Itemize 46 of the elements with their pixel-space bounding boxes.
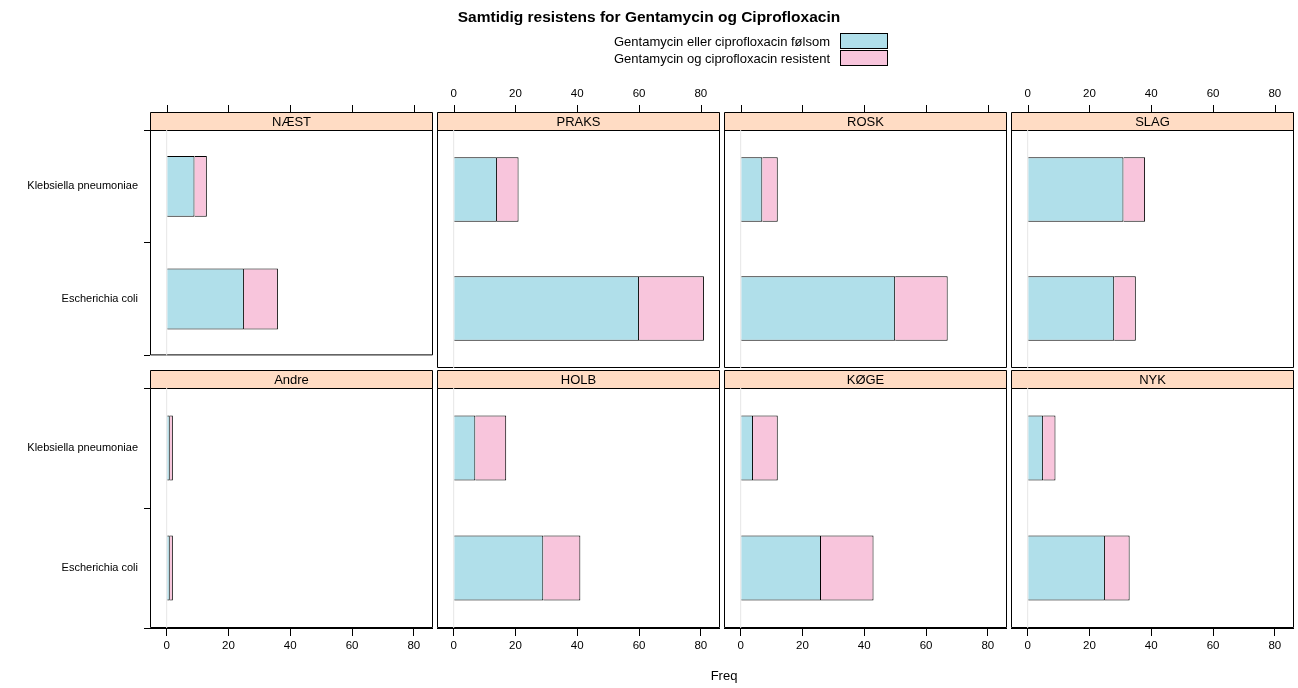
x-tick-label: 20 <box>509 639 522 652</box>
legend-label: Gentamycin og ciprofloxacin resistent <box>613 50 830 68</box>
y-tick-label: Klebsiella pneumoniae <box>27 179 138 192</box>
x-tick-label: 0 <box>450 639 457 652</box>
x2-tick-label: 0 <box>1024 87 1031 100</box>
legend-label: Gentamycin eller ciprofloxacin følsom <box>613 33 830 51</box>
x-tick-label: 40 <box>1144 639 1158 652</box>
y-tick-label: Klebsiella pneumoniae <box>27 441 138 454</box>
x2-tick-label: 60 <box>1206 87 1220 100</box>
x2-tick-label: 20 <box>509 87 522 100</box>
x2-tick-label: 20 <box>1083 87 1096 100</box>
x-tick-label: 80 <box>1268 639 1282 652</box>
text: Samtidig resistens for Gentamycin og Ciprofloxacin <box>456 8 842 26</box>
y-tick-label: Escherichia coli <box>61 561 138 574</box>
x-tick-label: 40 <box>283 639 297 652</box>
x-tick-label: 40 <box>857 639 871 652</box>
x-tick-label: 60 <box>1206 639 1220 652</box>
x2-tick-label: 80 <box>1268 87 1282 100</box>
x2-tick-label: 80 <box>694 87 708 100</box>
chart-title: Andre <box>274 371 309 387</box>
chart-title: NYK <box>1139 371 1167 387</box>
chart-title: NÆST <box>272 113 312 129</box>
x-tick-label: 0 <box>163 639 170 652</box>
chart-title: ROSK <box>847 113 885 129</box>
chart-title: SLAG <box>1135 113 1170 129</box>
x-tick-label: 60 <box>632 639 646 652</box>
x-tick-label: 80 <box>981 639 995 652</box>
x-tick-label: 80 <box>407 639 421 652</box>
chart-title: KØGE <box>846 371 885 387</box>
x-tick-label: 60 <box>345 639 359 652</box>
y-tick-label: Escherichia coli <box>61 292 138 305</box>
x-tick-label: 60 <box>919 639 933 652</box>
x2-tick-label: 40 <box>1144 87 1158 100</box>
x-axis-title: Freq <box>710 668 738 683</box>
chart-title: HOLB <box>560 371 597 387</box>
x-tick-label: 20 <box>796 639 809 652</box>
x-tick-label: 80 <box>694 639 708 652</box>
x2-tick-label: 40 <box>570 87 584 100</box>
x-tick-label: 20 <box>1083 639 1096 652</box>
x-tick-label: 20 <box>222 639 235 652</box>
x-tick-label: 0 <box>737 639 744 652</box>
chart-title: PRAKS <box>556 113 601 129</box>
x-tick-label: 0 <box>1024 639 1031 652</box>
x-tick-label: 40 <box>570 639 584 652</box>
x2-tick-label: 60 <box>632 87 646 100</box>
x2-tick-label: 0 <box>450 87 457 100</box>
